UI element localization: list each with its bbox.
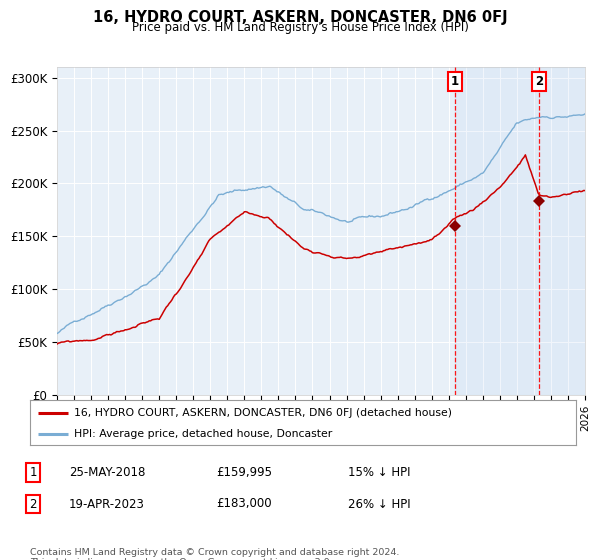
Text: Contains HM Land Registry data © Crown copyright and database right 2024.
This d: Contains HM Land Registry data © Crown c… <box>30 548 400 560</box>
Text: £183,000: £183,000 <box>216 497 272 511</box>
Text: 1: 1 <box>29 465 37 479</box>
Text: 19-APR-2023: 19-APR-2023 <box>69 497 145 511</box>
Text: 2: 2 <box>535 76 543 88</box>
Text: 16, HYDRO COURT, ASKERN, DONCASTER, DN6 0FJ (detached house): 16, HYDRO COURT, ASKERN, DONCASTER, DN6 … <box>74 408 452 418</box>
Text: HPI: Average price, detached house, Doncaster: HPI: Average price, detached house, Donc… <box>74 429 332 439</box>
Text: 15% ↓ HPI: 15% ↓ HPI <box>348 465 410 479</box>
Text: Price paid vs. HM Land Registry's House Price Index (HPI): Price paid vs. HM Land Registry's House … <box>131 21 469 34</box>
Text: 16, HYDRO COURT, ASKERN, DONCASTER, DN6 0FJ: 16, HYDRO COURT, ASKERN, DONCASTER, DN6 … <box>92 10 508 25</box>
Text: 25-MAY-2018: 25-MAY-2018 <box>69 465 145 479</box>
Text: 2: 2 <box>29 497 37 511</box>
Bar <box>455 67 593 395</box>
Text: 1: 1 <box>451 76 459 88</box>
Text: £159,995: £159,995 <box>216 465 272 479</box>
Text: 26% ↓ HPI: 26% ↓ HPI <box>348 497 410 511</box>
